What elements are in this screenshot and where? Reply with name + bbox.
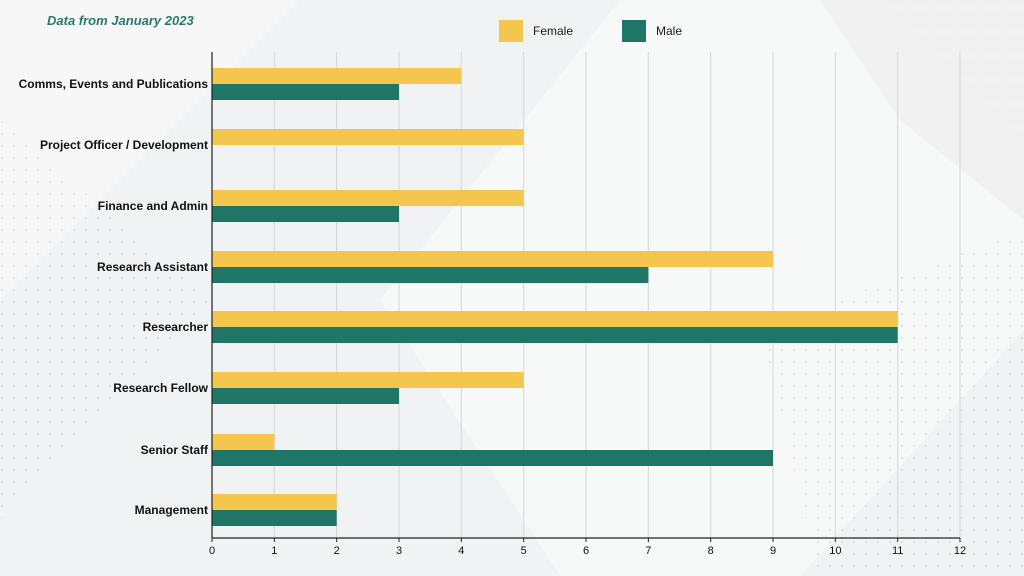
- x-tick-label-0: 0: [209, 545, 215, 557]
- chart-subtitle: Data from January 2023: [47, 13, 194, 28]
- x-tick-label-4: 4: [458, 545, 464, 557]
- x-tick-label-3: 3: [396, 545, 402, 557]
- x-tick-label-11: 11: [892, 545, 903, 557]
- x-tick-label-10: 10: [829, 545, 841, 557]
- x-tick-label-8: 8: [708, 545, 714, 557]
- category-label-3: Finance and Admin: [98, 199, 208, 213]
- legend-swatch-male: [622, 20, 646, 42]
- x-tick-label-6: 6: [583, 545, 589, 557]
- category-label-4: Research Assistant: [97, 260, 208, 274]
- bar-male-5: [212, 327, 898, 343]
- legend-label-male: Male: [656, 24, 683, 38]
- bar-female-6: [212, 372, 524, 388]
- x-tick-label-7: 7: [645, 545, 651, 557]
- legend-item-male: Male: [622, 20, 682, 42]
- category-label-7: Senior Staff: [141, 443, 209, 457]
- category-label-5: Researcher: [143, 320, 209, 334]
- legend-swatch-female: [499, 20, 523, 42]
- x-tick-label-12: 12: [954, 545, 966, 557]
- x-tick-label-5: 5: [521, 545, 527, 557]
- x-tick-label-1: 1: [271, 545, 277, 557]
- category-label-1: Comms, Events and Publications: [19, 77, 209, 91]
- legend-label-female: Female: [533, 24, 574, 38]
- x-tick-label-9: 9: [770, 545, 776, 557]
- bar-male-3: [212, 206, 399, 222]
- legend-item-female: Female: [499, 20, 573, 42]
- bar-male-8: [212, 510, 337, 526]
- bar-female-1: [212, 68, 462, 84]
- category-label-2: Project Officer / Development: [40, 138, 208, 152]
- bar-male-4: [212, 267, 649, 283]
- bar-male-6: [212, 388, 399, 404]
- category-label-6: Research Fellow: [113, 381, 208, 395]
- bar-female-2: [212, 129, 524, 145]
- x-tick-label-2: 2: [334, 545, 340, 557]
- bar-female-8: [212, 494, 337, 510]
- bar-female-5: [212, 311, 898, 327]
- bar-female-4: [212, 251, 773, 267]
- bar-male-1: [212, 84, 399, 100]
- bar-female-7: [212, 434, 275, 450]
- bar-male-7: [212, 450, 773, 466]
- category-label-8: Management: [135, 503, 208, 517]
- bar-female-3: [212, 190, 524, 206]
